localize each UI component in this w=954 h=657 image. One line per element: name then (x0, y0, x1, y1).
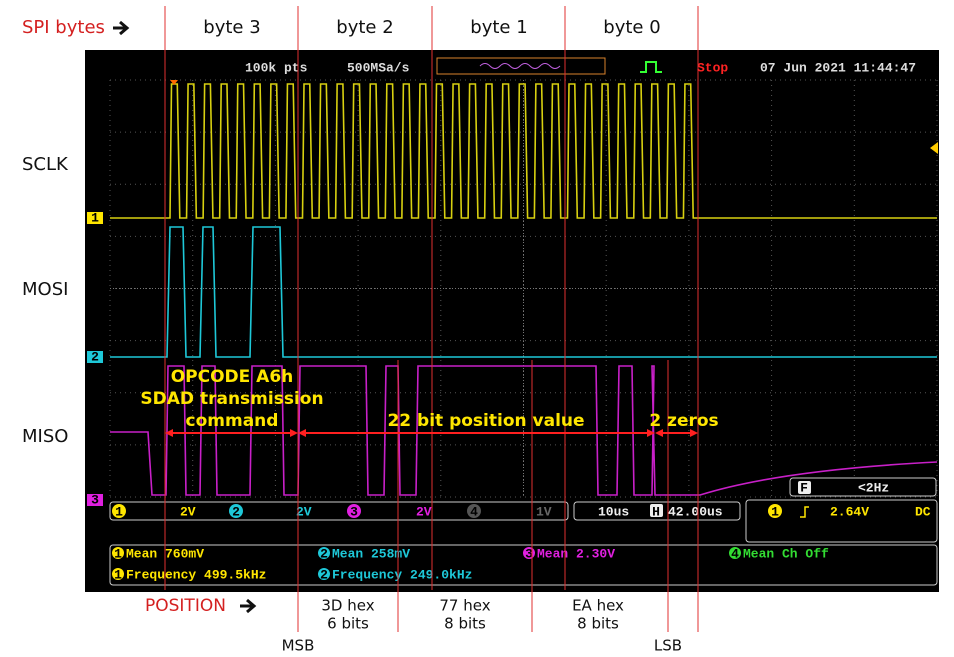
ch-icon: 2 (232, 504, 240, 519)
position-label: POSITION (145, 596, 226, 616)
ch-icon: 4 (470, 504, 478, 519)
coupling: DC (915, 504, 931, 519)
field-hex: 77 hex (439, 597, 490, 615)
ch1-freq: Frequency 499.5kHz (126, 567, 266, 582)
h-icon: H (652, 504, 660, 519)
annotation: command (186, 411, 279, 431)
annotation: OPCODE A6h (171, 367, 294, 387)
ch1-marker: 1 (87, 210, 103, 225)
ch3-mean: Mean 2.30V (537, 546, 615, 561)
page: 100k pts 500MSa/s Stop 07 Jun 2021 11:44… (0, 0, 954, 657)
signal-label: SCLK (22, 154, 69, 175)
annotation: SDAD transmission (140, 389, 323, 409)
ch-marker-label: 2 (91, 349, 99, 364)
ch-icon: 1 (114, 546, 122, 561)
byte-label: byte 2 (336, 17, 393, 38)
byte-label: byte 3 (203, 17, 260, 38)
lsb-label: LSB (654, 637, 682, 655)
ch-marker-label: 3 (91, 492, 99, 507)
timebase: 10us (598, 504, 629, 519)
field-hex: EA hex (572, 597, 624, 615)
ch1-scale: 2V (180, 504, 196, 519)
ch-marker-label: 1 (91, 210, 99, 225)
ch4-mean: Mean Ch Off (743, 546, 829, 561)
field-bits: 8 bits (577, 615, 619, 633)
spi-label: SPI bytes (22, 17, 105, 38)
signal-label: MOSI (22, 279, 68, 300)
ch2-marker: 2 (87, 349, 103, 364)
ch3-scale: 2V (416, 504, 432, 519)
msb-label: MSB (282, 637, 315, 655)
ch3-marker: 3 (87, 492, 103, 507)
scope-screen (85, 50, 939, 592)
ch-icon: 3 (350, 504, 358, 519)
annotation: 22 bit position value (387, 411, 584, 431)
arrow (240, 600, 254, 612)
byte-label: byte 1 (470, 17, 527, 38)
ch-icon: 1 (115, 504, 123, 519)
ch-icon: 2 (320, 567, 328, 582)
annotation: 2 zeros (649, 411, 718, 431)
ch-icon: 1 (771, 504, 779, 519)
h-position: 42.00us (668, 504, 723, 519)
field-bits: 6 bits (327, 615, 369, 633)
sample-rate: 500MSa/s (347, 60, 410, 75)
byte-label: byte 0 (603, 17, 660, 38)
ch-icon: 2 (320, 546, 328, 561)
ch-icon: 4 (731, 546, 739, 561)
timestamp: 07 Jun 2021 11:44:47 (760, 60, 916, 75)
run-state: Stop (697, 60, 728, 75)
ch-icon: 1 (114, 567, 122, 582)
field-hex: 3D hex (321, 597, 374, 615)
ch2-freq: Frequency 249.0kHz (332, 567, 472, 582)
trigger-level: 2.64V (830, 504, 869, 519)
trigger-freq: <2Hz (858, 480, 889, 495)
signal-label: MISO (22, 426, 68, 447)
arrow (113, 22, 127, 34)
func-icon: F (800, 480, 808, 495)
field-bits: 8 bits (444, 615, 486, 633)
ch4-scale: 1V (536, 504, 552, 519)
